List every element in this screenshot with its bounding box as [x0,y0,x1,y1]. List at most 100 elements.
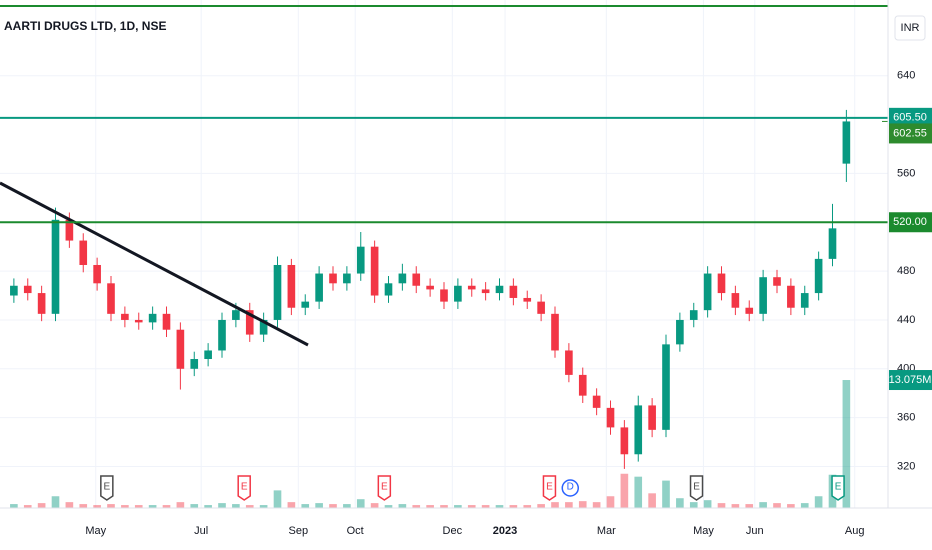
volume-bar [537,504,545,508]
volume-bar [134,505,143,508]
candle-body [343,273,351,284]
candle-body [329,273,337,284]
event-label[interactable]: E [835,482,842,493]
event-marker[interactable] [377,475,392,501]
grid [0,0,888,508]
volume-bar [107,504,115,508]
candle-body [79,240,88,265]
x-tick-label: May [693,525,714,537]
candle-body [218,319,226,351]
volume-bar [662,480,670,508]
candle-body [10,285,18,296]
candle-body [245,310,254,335]
y-tick-label: 320 [897,460,915,472]
event-marker[interactable] [831,475,845,501]
volume-bar [93,505,101,508]
volume-bar [148,505,157,508]
candle-body [662,344,670,430]
candle-body [259,319,268,335]
volume-bar [523,505,532,508]
event-marker[interactable] [237,475,251,501]
volume-bar [190,504,199,508]
x-tick-label: Dec [443,525,463,537]
candle-body [509,285,518,298]
volume-bar [745,504,754,508]
candle-body [787,285,795,308]
volume-bar [79,504,88,508]
candle-body [676,319,684,345]
candle-body [454,285,462,302]
event-marker[interactable] [100,475,114,501]
candle-body [551,313,559,351]
event-label[interactable]: E [693,482,700,493]
volume-bar [773,503,781,508]
volume-bar [51,496,60,508]
volume-bar [398,504,407,508]
event-label[interactable]: D [567,482,574,493]
candle-body [703,273,712,311]
volume-bar [717,503,726,508]
volume-bar [759,502,767,508]
candle-body [717,273,726,294]
candle-body [842,121,851,164]
candle-body [121,313,129,320]
currency-box[interactable] [894,15,926,41]
price-label: 605.50 [893,112,927,124]
event-marker[interactable] [689,475,704,501]
volume-bar [356,499,365,508]
volume-bar [800,503,809,508]
candle-body [606,407,615,428]
candle-body [176,329,185,369]
x-tick-label: Jul [194,525,208,537]
candle-body [356,246,365,274]
candle-body [537,301,545,314]
candles [10,109,851,469]
volume-bar [467,505,476,508]
event-marker[interactable] [561,479,580,497]
volume-bar [440,505,448,508]
candle-body [620,427,629,455]
y-tick-label: 440 [897,314,915,326]
volume-bar [426,505,434,508]
candle-body [384,283,393,296]
volume-bar [495,505,504,508]
volume-bar [121,505,129,508]
volume-bar [37,503,46,508]
y-tick-label: 640 [897,70,915,82]
event-label[interactable]: E [241,482,248,493]
event-label[interactable]: E [381,482,388,493]
event-marker[interactable] [542,475,557,501]
candle-body [273,264,282,320]
candle-body [689,310,698,320]
price-label-bg [889,107,932,128]
y-tick-label: 560 [897,167,915,179]
volume-bar [412,505,421,508]
volume-bar [315,503,323,508]
volume-pane [10,380,851,508]
volume-bar [176,502,185,508]
candle-body [773,277,781,286]
currency-label[interactable]: INR [901,22,920,34]
volume-bar [814,496,823,508]
event-label[interactable]: E [104,482,111,493]
volume-bar [648,493,656,508]
price-label: 520.00 [893,216,927,228]
candle-body [814,258,823,294]
volume-bar [10,504,18,508]
candle-body [495,285,504,294]
volume-bar [551,502,559,508]
volume-bar [565,502,573,508]
x-tick-label: 2023 [493,525,517,537]
candle-body [51,219,60,314]
last-price-label: 602.55 [893,127,927,139]
candle-body [398,273,407,284]
candle-body [287,264,296,308]
volume-bar [329,504,337,508]
candle-body [759,277,767,314]
candle-body [467,285,476,290]
event-label[interactable]: E [546,482,553,493]
volume-bar [301,504,310,508]
